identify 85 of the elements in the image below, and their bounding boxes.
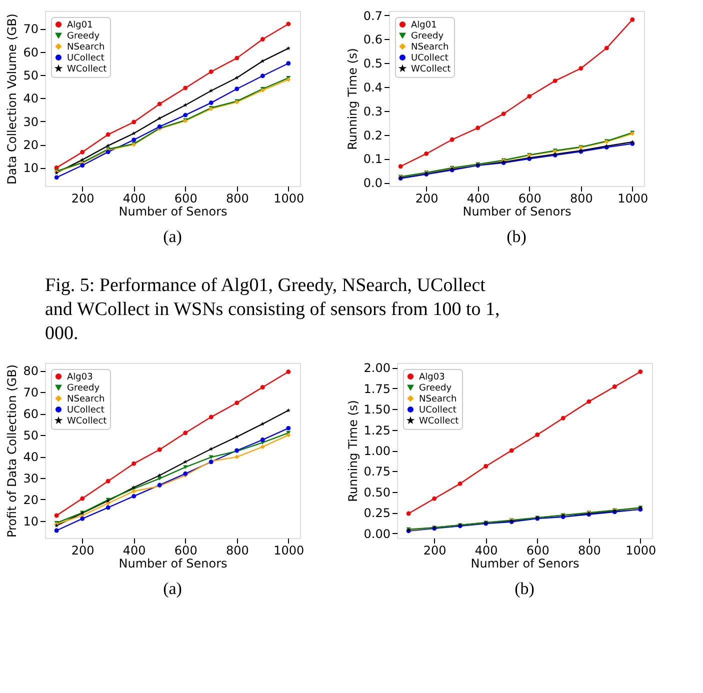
- x-tick-label: 200: [71, 192, 94, 206]
- y-tick-label: 50: [23, 68, 38, 82]
- legend-label: Alg03: [419, 372, 445, 382]
- y-tick-label: 0.3: [363, 104, 382, 118]
- x-tick-label: 1000: [274, 192, 304, 206]
- y-tick-label: 0.1: [363, 152, 382, 166]
- y-tick-label: 40: [23, 450, 38, 464]
- y-tick-label: 70: [23, 22, 38, 36]
- legend-label: NSearch: [67, 42, 105, 52]
- y-tick-label: 40: [23, 92, 38, 106]
- legend-label: UCollect: [419, 406, 457, 416]
- y-tick-label: 1.00: [364, 444, 390, 458]
- x-tick-label: 400: [466, 192, 490, 206]
- y-tick-label: 60: [23, 45, 38, 60]
- y-tick-label: 2.00: [364, 361, 390, 376]
- legend-label: Greedy: [411, 32, 444, 42]
- y-tick-label: 50: [23, 428, 38, 443]
- y-tick-label: 70: [23, 386, 38, 400]
- legend-label: NSearch: [411, 42, 449, 52]
- legend-label: WCollect: [67, 416, 108, 426]
- y-tick-label: 1.25: [364, 423, 390, 438]
- text: (b): [506, 227, 526, 246]
- y-tick-label: 30: [23, 114, 38, 129]
- legend-label: Alg03: [67, 372, 93, 382]
- legend-label: WCollect: [419, 416, 460, 426]
- x-tick-label: 400: [122, 192, 146, 206]
- legend-label: Alg01: [67, 20, 93, 30]
- legend-label: NSearch: [419, 394, 457, 404]
- text: (b): [514, 579, 534, 598]
- y-tick-label: 0.25: [364, 506, 390, 520]
- x-tick-label: 800: [226, 544, 249, 558]
- x-axis-title: Number of Senors: [118, 204, 228, 218]
- y-axis-title: Running Time (s): [346, 400, 360, 502]
- legend-label: Greedy: [419, 384, 452, 394]
- legend-label: UCollect: [67, 54, 105, 64]
- y-tick-label: 0.0: [363, 176, 382, 190]
- y-tick-label: 10: [23, 161, 38, 176]
- y-tick-label: 20: [23, 492, 38, 507]
- legend-label: Alg01: [411, 20, 437, 30]
- x-tick-label: 600: [526, 544, 550, 558]
- y-axis-title: Running Time (s): [345, 48, 360, 150]
- x-tick-label: 400: [474, 544, 498, 558]
- y-tick-label: 0.2: [363, 128, 382, 142]
- y-axis-title: Data Collection Volume (GB): [5, 14, 20, 184]
- x-tick-label: 800: [578, 544, 601, 558]
- x-tick-label: 1000: [618, 192, 648, 206]
- x-tick-label: 1000: [626, 544, 656, 558]
- x-tick-label: 800: [570, 192, 593, 206]
- legend-label: Greedy: [67, 384, 100, 394]
- x-tick-label: 1000: [274, 544, 304, 558]
- x-tick-label: 800: [226, 192, 249, 206]
- text: (a): [163, 227, 182, 246]
- y-axis-title: Profit of Data Collection (GB): [5, 364, 20, 538]
- y-tick-label: 0.6: [363, 32, 382, 47]
- y-tick-label: 30: [23, 471, 38, 486]
- y-tick-label: 0.00: [364, 526, 390, 541]
- legend-label: Greedy: [67, 32, 100, 42]
- x-tick-label: 200: [71, 544, 94, 558]
- legend-label: UCollect: [67, 406, 105, 416]
- legend-label: NSearch: [67, 394, 105, 404]
- x-axis-title: Number of Senors: [470, 556, 580, 570]
- y-tick-label: 0.7: [363, 8, 382, 23]
- x-tick-label: 600: [174, 192, 198, 206]
- y-tick-label: 0.4: [363, 80, 382, 95]
- text: (a): [163, 579, 182, 598]
- x-tick-label: 400: [122, 544, 146, 558]
- y-tick-label: 60: [23, 407, 38, 422]
- y-tick-label: 1.75: [364, 382, 390, 396]
- y-tick-label: 0.75: [364, 464, 390, 479]
- x-tick-label: 200: [423, 544, 446, 558]
- x-tick-label: 600: [174, 544, 198, 558]
- legend-label: WCollect: [67, 64, 108, 74]
- legend-label: UCollect: [411, 54, 449, 64]
- caption: Fig. 5: Performance of Alg01, Greedy, NSearch, UCollect and WCollect in WSNs consisting of sensors from 100 to 1, 000.: [45, 275, 500, 344]
- legend-label: WCollect: [411, 64, 452, 74]
- y-tick-label: 1.50: [364, 402, 390, 417]
- x-tick-label: 600: [518, 192, 542, 206]
- y-tick-label: 80: [23, 364, 38, 378]
- y-tick-label: 0.5: [363, 56, 382, 71]
- y-tick-label: 20: [23, 138, 38, 152]
- x-tick-label: 200: [415, 192, 438, 206]
- y-tick-label: 10: [23, 514, 38, 528]
- x-axis-title: Number of Senors: [118, 556, 228, 570]
- y-tick-label: 0.50: [364, 485, 390, 500]
- x-axis-title: Number of Senors: [462, 204, 572, 218]
